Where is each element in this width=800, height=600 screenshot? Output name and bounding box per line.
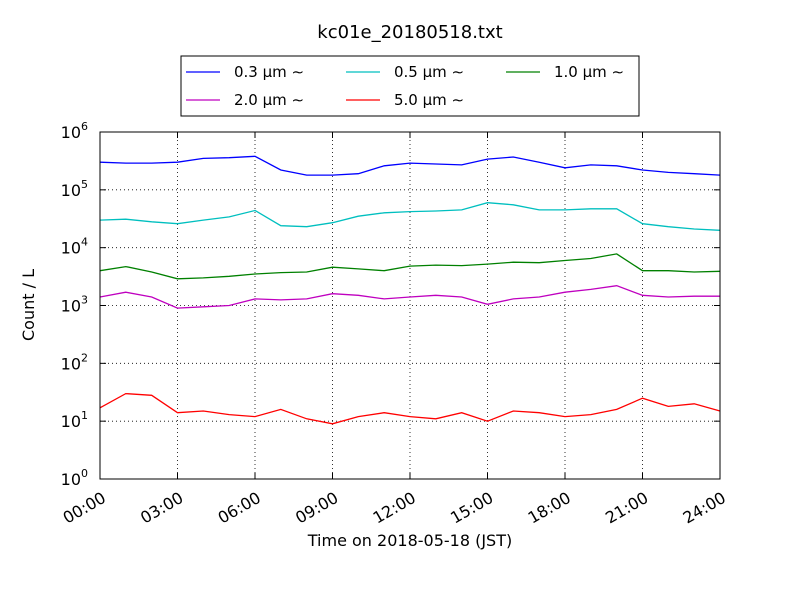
series-line — [99, 202, 721, 231]
legend-label: 0.5 μm ∼ — [394, 63, 464, 81]
grid-lines — [99, 132, 721, 479]
legend-label: 5.0 μm ∼ — [394, 91, 464, 109]
x-tick-label: 15:00 — [447, 488, 496, 528]
x-tick-label: 06:00 — [215, 488, 264, 528]
x-tick-label: 03:00 — [137, 488, 186, 528]
chart-title: kc01e_20180518.txt — [317, 22, 502, 43]
y-tick-base: 10 — [61, 239, 81, 258]
y-tick-label: 103 — [61, 294, 88, 316]
axis-ticks — [99, 131, 721, 480]
legend-label: 0.3 μm ∼ — [234, 63, 304, 81]
y-tick-label: 100 — [61, 467, 88, 489]
series-layer — [99, 155, 721, 425]
legend-label: 1.0 μm ∼ — [554, 63, 624, 81]
y-tick-label: 102 — [61, 351, 88, 373]
y-tick-exponent: 6 — [81, 120, 88, 133]
legend: 0.3 μm ∼ 0.5 μm ∼ 1.0 μm ∼ 2.0 μm ∼ 5.0 μm ∼ — [180, 55, 640, 117]
y-tick-base: 10 — [61, 181, 81, 200]
y-tick-exponent: 4 — [81, 236, 88, 249]
y-axis-label: Count / L — [19, 269, 38, 341]
x-tick-label: 18:00 — [525, 488, 574, 528]
y-tick-label: 106 — [61, 120, 88, 142]
x-tick-labels: 00:00 03:00 06:00 09:00 12:00 15:00 18:00 21:00… — [60, 488, 729, 528]
y-tick-exponent: 5 — [81, 178, 88, 191]
x-tick-label: 00:00 — [60, 488, 109, 528]
x-tick-label: 09:00 — [292, 488, 341, 528]
y-tick-exponent: 3 — [81, 294, 88, 307]
y-tick-base: 10 — [61, 123, 81, 142]
y-tick-base: 10 — [61, 412, 81, 431]
y-tick-base: 10 — [61, 297, 81, 316]
x-tick-label: 24:00 — [680, 488, 729, 528]
legend-box — [180, 55, 640, 117]
y-tick-exponent: 1 — [81, 409, 88, 422]
y-tick-exponent: 2 — [81, 351, 88, 364]
series-line — [99, 155, 721, 176]
x-tick-label: 12:00 — [370, 488, 419, 528]
y-tick-base: 10 — [61, 354, 81, 373]
series-line — [99, 253, 721, 280]
x-axis-label: Time on 2018-05-18 (JST) — [307, 531, 512, 550]
legend-label: 2.0 μm ∼ — [234, 91, 304, 109]
y-tick-exponent: 0 — [81, 467, 88, 480]
series-line — [99, 392, 721, 425]
x-tick-label: 21:00 — [602, 488, 651, 528]
y-tick-label: 101 — [61, 409, 88, 431]
series-line — [99, 285, 720, 309]
y-tick-base: 10 — [61, 470, 81, 489]
y-tick-label: 105 — [61, 178, 88, 200]
y-tick-label: 104 — [61, 236, 88, 258]
